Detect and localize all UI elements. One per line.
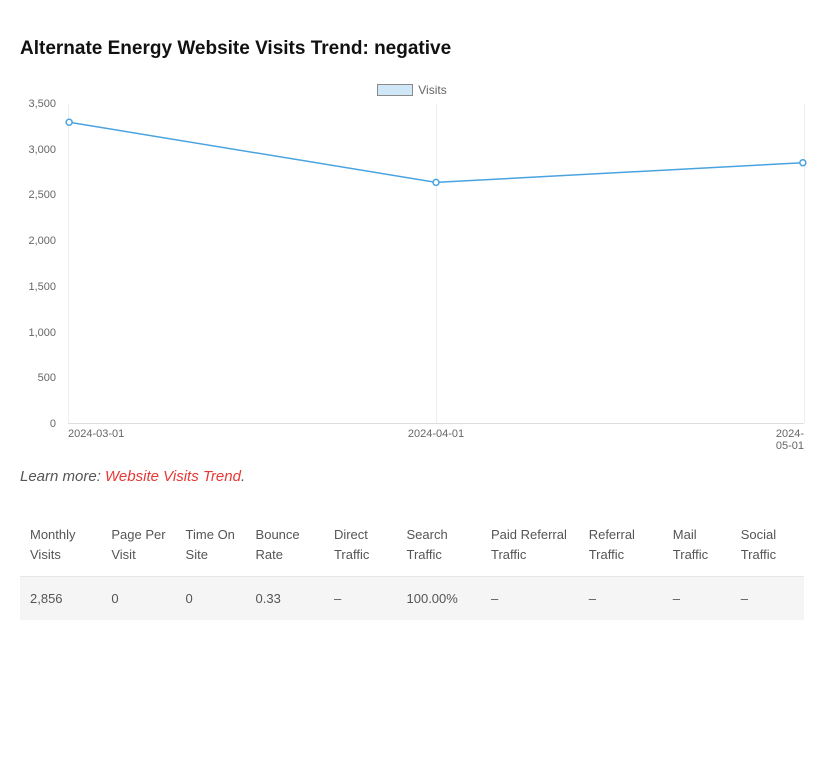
table-header-cell: Social Traffic <box>731 513 804 577</box>
x-tick-label: 2024-04-01 <box>408 428 464 440</box>
table-header-cell: Mail Traffic <box>663 513 731 577</box>
page-title: Alternate Energy Website Visits Trend: n… <box>20 38 804 60</box>
learn-more: Learn more: Website Visits Trend. <box>20 468 804 485</box>
learn-more-link[interactable]: Website Visits Trend <box>105 468 241 485</box>
table-header-cell: Monthly Visits <box>20 513 101 577</box>
table-row: 2,856000.33–100.00%–––– <box>20 577 804 621</box>
y-axis-labels: 05001,0001,5002,0002,5003,0003,500 <box>20 104 62 424</box>
y-tick-label: 3,000 <box>28 144 56 156</box>
visits-chart: Visits 0 500 1,000 1,500 2,000 2,500 3,000 3,50… <box>20 82 804 442</box>
y-tick-label: 1,500 <box>28 281 56 293</box>
table-header-cell: Page Per Visit <box>101 513 175 577</box>
plot-area <box>68 104 804 424</box>
visits-line <box>69 122 803 182</box>
y-tick-label: 500 <box>38 372 56 384</box>
table-head: Monthly VisitsPage Per VisitTime On Site… <box>20 513 804 577</box>
table-cell: 0 <box>176 577 246 621</box>
learn-more-prefix: Learn more: <box>20 468 105 485</box>
chart-legend: Visits <box>20 82 804 97</box>
data-point <box>433 179 439 185</box>
table-cell: – <box>579 577 663 621</box>
table-cell: – <box>663 577 731 621</box>
y-tick-label: 0 <box>50 418 56 430</box>
metrics-table: Monthly VisitsPage Per VisitTime On Site… <box>20 513 804 620</box>
data-point <box>66 119 72 125</box>
x-tick-label: 2024-05-01 <box>776 428 804 452</box>
table-cell: – <box>731 577 804 621</box>
table-cell: 0 <box>101 577 175 621</box>
learn-more-suffix: . <box>241 468 245 485</box>
table-header-cell: Referral Traffic <box>579 513 663 577</box>
table-header-cell: Time On Site <box>176 513 246 577</box>
table-header-cell: Direct Traffic <box>324 513 397 577</box>
y-tick-label: 2,000 <box>28 235 56 247</box>
legend-swatch <box>377 84 413 96</box>
table-body: 2,856000.33–100.00%–––– <box>20 577 804 621</box>
plot-svg <box>68 104 804 423</box>
data-point <box>800 160 806 166</box>
table-cell: 2,856 <box>20 577 101 621</box>
table-cell: 100.00% <box>397 577 482 621</box>
table-header-cell: Paid Referral Traffic <box>481 513 579 577</box>
y-tick-label: 2,500 <box>28 189 56 201</box>
vertical-gridline <box>804 104 805 423</box>
y-tick-label: 1,000 <box>28 327 56 339</box>
legend-label: Visits <box>418 83 446 97</box>
table-cell: – <box>324 577 397 621</box>
x-tick-label: 2024-03-01 <box>68 428 124 440</box>
table-cell: – <box>481 577 579 621</box>
table-header-cell: Bounce Rate <box>246 513 324 577</box>
y-tick-label: 3,500 <box>28 98 56 110</box>
table-cell: 0.33 <box>246 577 324 621</box>
table-header-cell: Search Traffic <box>397 513 482 577</box>
